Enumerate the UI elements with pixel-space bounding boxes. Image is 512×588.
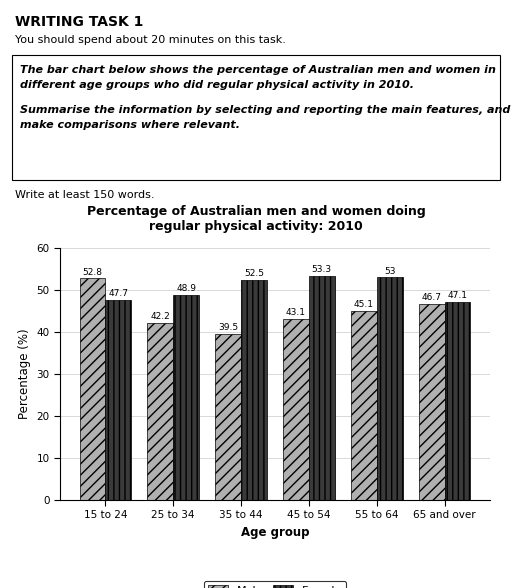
Text: Percentage of Australian men and women doing: Percentage of Australian men and women d… [87, 205, 425, 218]
Y-axis label: Percentage (%): Percentage (%) [18, 329, 31, 419]
Text: Summarise the information by selecting and reporting the main features, and: Summarise the information by selecting a… [20, 105, 510, 115]
Text: 46.7: 46.7 [422, 293, 442, 302]
Text: Write at least 150 words.: Write at least 150 words. [15, 190, 155, 200]
Bar [173, 295, 199, 500]
Text: 52.5: 52.5 [244, 269, 264, 278]
Bar [309, 276, 335, 500]
Text: You should spend about 20 minutes on this task.: You should spend about 20 minutes on thi… [15, 35, 286, 45]
Bar [351, 310, 377, 500]
Bar [215, 334, 241, 500]
Text: 52.8: 52.8 [82, 268, 102, 276]
Bar [105, 300, 131, 500]
FancyBboxPatch shape [12, 55, 500, 180]
X-axis label: Age group: Age group [241, 526, 309, 539]
Text: 53: 53 [384, 267, 395, 276]
Bar [444, 302, 471, 500]
Text: different age groups who did regular physical activity in 2010.: different age groups who did regular phy… [20, 80, 414, 90]
Text: 45.1: 45.1 [354, 300, 374, 309]
Text: 47.1: 47.1 [447, 292, 467, 300]
Text: 43.1: 43.1 [286, 308, 306, 318]
Bar [377, 278, 402, 500]
Text: The bar chart below shows the percentage of Australian men and women in: The bar chart below shows the percentage… [20, 65, 496, 75]
Text: 39.5: 39.5 [218, 323, 238, 332]
Text: regular physical activity: 2010: regular physical activity: 2010 [149, 220, 363, 233]
Text: 47.7: 47.7 [108, 289, 128, 298]
Bar [283, 319, 309, 500]
Legend: Male, Female: Male, Female [204, 580, 346, 588]
Text: 48.9: 48.9 [176, 284, 196, 293]
Bar [419, 304, 444, 500]
Text: 42.2: 42.2 [151, 312, 170, 321]
Bar [241, 279, 267, 500]
Bar [147, 323, 173, 500]
Text: make comparisons where relevant.: make comparisons where relevant. [20, 120, 240, 130]
Text: WRITING TASK 1: WRITING TASK 1 [15, 15, 143, 29]
Text: 53.3: 53.3 [312, 265, 332, 275]
Bar [79, 278, 105, 500]
